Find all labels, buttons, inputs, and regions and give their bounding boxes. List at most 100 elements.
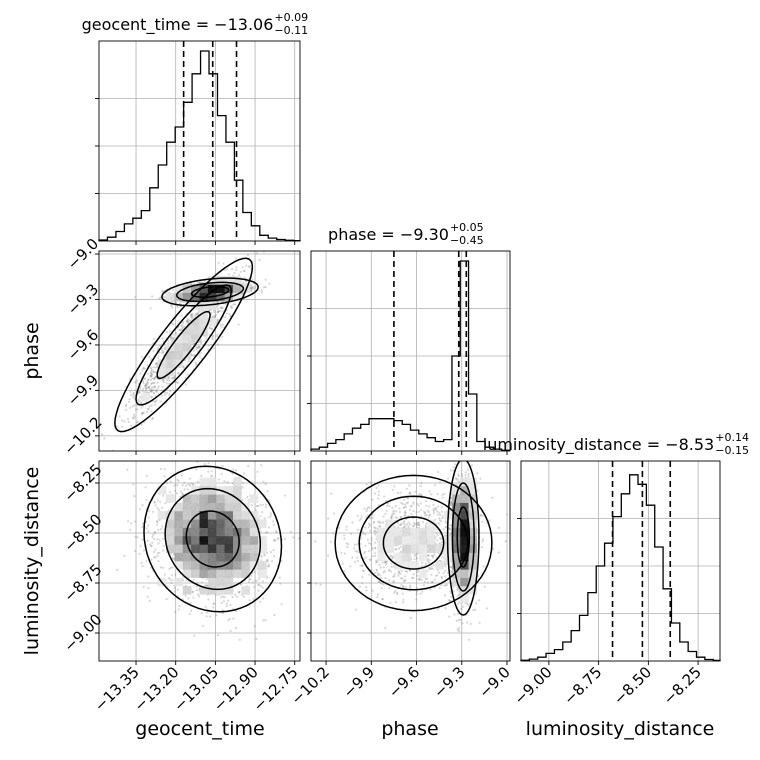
scatter-point (163, 573, 166, 576)
scatter-point (219, 596, 223, 599)
scatter-point (149, 374, 152, 377)
scatter-point (246, 496, 249, 499)
scatter-point (179, 329, 183, 332)
scatter-point (145, 383, 148, 386)
scatter-point (141, 356, 144, 359)
scatter-point (251, 278, 254, 281)
scatter-point (145, 382, 148, 385)
scatter-point (207, 462, 210, 465)
scatter-point (215, 334, 218, 338)
scatter-point (266, 560, 269, 563)
scatter-point (127, 420, 130, 423)
scatter-point (172, 288, 175, 292)
scatter-point (172, 509, 175, 512)
scatter-point (161, 349, 164, 352)
scatter-point (140, 561, 143, 565)
scatter-point (170, 322, 174, 325)
scatter-point (140, 401, 143, 404)
scatter-point (196, 312, 199, 315)
scatter-point (149, 390, 152, 393)
scatter-point (264, 531, 267, 534)
scatter-point (154, 504, 157, 507)
scatter-point (116, 568, 119, 572)
scatter-point (181, 492, 184, 495)
scatter-point (216, 319, 219, 322)
scatter-point (211, 338, 214, 341)
density-cell (199, 309, 209, 318)
panel-frame (98, 40, 301, 242)
scatter-point (160, 351, 163, 354)
scatter-point (133, 397, 136, 400)
scatter-point (145, 559, 148, 562)
scatter-point (251, 285, 254, 288)
scatter-point (228, 313, 231, 316)
density-cell (224, 284, 234, 293)
scatter-point (230, 304, 233, 308)
scatter-point (241, 481, 244, 484)
scatter-point (150, 558, 153, 561)
scatter-point (159, 528, 162, 531)
scatter-point (165, 598, 168, 601)
scatter-point (250, 286, 253, 290)
scatter-point (190, 312, 194, 315)
scatter-point (160, 389, 163, 392)
scatter-point (146, 378, 150, 381)
scatter-point (172, 557, 175, 560)
scatter-point (146, 407, 149, 410)
scatter-point (275, 531, 278, 534)
scatter-point (189, 477, 192, 480)
scatter-point (153, 550, 156, 554)
scatter-point (261, 586, 264, 589)
scatter-point (289, 530, 292, 533)
scatter-point (153, 377, 156, 380)
scatter-point (159, 467, 163, 471)
scatter-point (186, 318, 189, 321)
scatter-point (159, 566, 163, 569)
scatter-point (131, 405, 134, 408)
scatter-point (132, 391, 135, 394)
scatter-point (134, 380, 137, 384)
scatter-point (153, 381, 156, 385)
scatter-point (164, 502, 167, 505)
density-cell (233, 284, 242, 293)
scatter-point (258, 258, 261, 261)
scatter-point (144, 388, 147, 391)
scatter-point (147, 586, 150, 590)
scatter-point (144, 386, 147, 389)
scatter-point (189, 301, 192, 304)
scatter-point (144, 486, 147, 489)
density-cell (233, 292, 242, 302)
scatter-point (235, 266, 238, 269)
scatter-point (151, 541, 154, 545)
scatter-point (192, 349, 196, 352)
scatter-point (156, 554, 159, 558)
scatter-point (128, 398, 131, 401)
scatter-point (226, 268, 229, 271)
scatter-point (221, 335, 224, 338)
scatter-point (175, 381, 178, 384)
scatter-point (232, 468, 235, 471)
scatter-point (173, 590, 176, 593)
scatter-point (188, 484, 191, 487)
scatter-points (116, 461, 300, 641)
scatter-point (151, 510, 155, 513)
scatter-point (157, 356, 160, 359)
density-cell (166, 359, 175, 368)
scatter-point (150, 386, 154, 389)
scatter-point (152, 337, 155, 341)
scatter-point (170, 336, 173, 339)
scatter-point (131, 416, 134, 419)
scatter-point (257, 589, 260, 592)
scatter-point (244, 280, 248, 283)
scatter-point (220, 306, 223, 309)
scatter-point (171, 339, 174, 342)
scatter-point (223, 596, 226, 599)
scatter-point (196, 581, 199, 584)
scatter-point (136, 421, 139, 424)
density-cell (182, 334, 192, 343)
scatter-point (154, 363, 157, 366)
scatter-point (198, 281, 201, 284)
scatter-point (147, 408, 150, 411)
scatter-point (129, 390, 132, 393)
scatter-point (221, 609, 224, 612)
